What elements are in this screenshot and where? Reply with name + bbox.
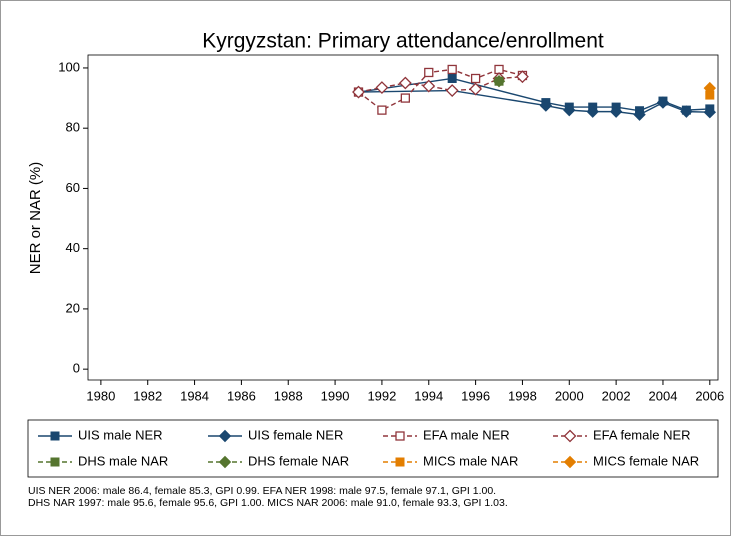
legend-label: MICS male NAR — [423, 453, 518, 468]
x-tick-label: 1998 — [508, 388, 537, 403]
data-point — [377, 105, 387, 115]
legend-marker — [218, 429, 232, 443]
legend-label: EFA female NER — [593, 427, 691, 442]
series-line — [358, 89, 710, 116]
x-tick-label: 1984 — [180, 388, 209, 403]
data-point — [422, 79, 436, 93]
x-tick-label: 1990 — [321, 388, 350, 403]
legend-label: MICS female NAR — [593, 453, 699, 468]
data-point — [492, 74, 506, 88]
data-point — [352, 85, 365, 99]
y-axis-label: NER or NAR (%) — [27, 162, 44, 275]
y-tick-label: 100 — [58, 59, 80, 74]
x-tick-label: 1996 — [461, 388, 490, 403]
x-tick-label: 2006 — [695, 388, 724, 403]
y-tick-label: 20 — [66, 300, 80, 315]
x-tick-label: 1994 — [414, 388, 443, 403]
data-point — [703, 81, 717, 95]
data-point — [586, 105, 599, 118]
data-point — [516, 70, 529, 84]
data-point — [445, 84, 459, 97]
x-tick-label: 1980 — [86, 388, 115, 403]
series-line — [358, 77, 710, 112]
data-point — [656, 96, 670, 109]
legend-label: UIS female NER — [248, 427, 343, 442]
x-tick-label: 2000 — [555, 388, 584, 403]
y-tick-label: 60 — [66, 180, 80, 195]
legend-marker — [50, 457, 60, 467]
data-point — [424, 67, 434, 78]
legend-marker — [395, 457, 405, 467]
data-point — [375, 81, 389, 94]
data-point — [609, 105, 623, 118]
data-point — [680, 105, 693, 118]
legend-label: DHS female NAR — [248, 453, 349, 468]
x-tick-label: 1992 — [367, 388, 396, 403]
x-tick-label: 2004 — [649, 388, 678, 403]
y-tick-label: 0 — [73, 361, 80, 376]
chart-title: Kyrgyzstan: Primary attendance/enrollmen… — [202, 30, 604, 53]
x-tick-label: 1988 — [274, 388, 303, 403]
legend-marker — [395, 431, 405, 441]
plot-area — [87, 54, 719, 381]
legend-marker — [50, 431, 60, 441]
legend-marker — [218, 455, 232, 469]
y-tick-label: 40 — [66, 240, 80, 255]
data-point — [470, 73, 481, 84]
legend-marker — [563, 429, 577, 443]
data-point — [398, 76, 412, 90]
data-point — [447, 64, 457, 75]
legend-label: UIS male NER — [78, 427, 163, 442]
note: UIS NER 2006: male 86.4, female 85.3, GP… — [28, 485, 496, 497]
legend — [27, 419, 719, 478]
data-point — [447, 73, 457, 83]
x-tick-label: 2002 — [602, 388, 631, 403]
legend-label: EFA male NER — [423, 427, 510, 442]
legend-label: DHS male NAR — [78, 453, 168, 468]
data-point — [400, 93, 410, 103]
data-point — [633, 108, 646, 121]
x-tick-label: 1982 — [133, 388, 162, 403]
data-point — [703, 106, 717, 119]
data-point — [469, 82, 483, 96]
legend-marker — [563, 455, 577, 469]
note: DHS NAR 1997: male 95.6, female 95.6, GP… — [28, 497, 508, 509]
x-tick-label: 1986 — [227, 388, 256, 403]
y-tick-label: 80 — [66, 120, 80, 135]
data-point — [539, 99, 553, 112]
data-point — [563, 103, 576, 117]
